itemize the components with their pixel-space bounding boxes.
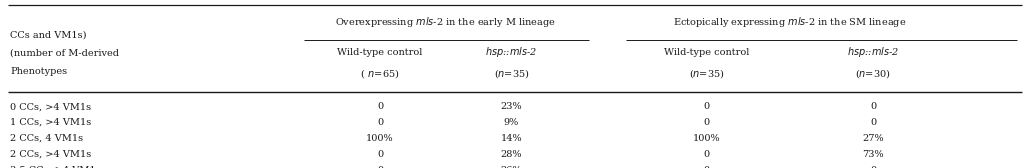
Text: 28%: 28% (501, 150, 522, 159)
Text: 0: 0 (703, 102, 710, 111)
Text: 100%: 100% (693, 134, 720, 143)
Text: 2 CCs, >4 VM1s: 2 CCs, >4 VM1s (10, 150, 91, 159)
Text: Wild-type control: Wild-type control (337, 48, 423, 57)
Text: 9%: 9% (504, 118, 519, 127)
Text: 0: 0 (870, 118, 876, 127)
Text: Wild-type control: Wild-type control (663, 48, 750, 57)
Text: (number of M-derived: (number of M-derived (10, 49, 119, 58)
Text: 14%: 14% (500, 134, 523, 143)
Text: 26%: 26% (501, 166, 522, 168)
Text: 0: 0 (377, 150, 383, 159)
Text: 0: 0 (377, 102, 383, 111)
Text: 0: 0 (703, 118, 710, 127)
Text: 23%: 23% (500, 102, 523, 111)
Text: 1 CCs, >4 VM1s: 1 CCs, >4 VM1s (10, 118, 91, 127)
Text: 0: 0 (870, 166, 876, 168)
Text: 0: 0 (703, 166, 710, 168)
Text: Overexpressing $mls$-2 in the early M lineage: Overexpressing $mls$-2 in the early M li… (336, 15, 556, 29)
Text: 3-5 CCs, ≥4 VM1s: 3-5 CCs, ≥4 VM1s (10, 166, 101, 168)
Text: $hsp$::$mls$-2: $hsp$::$mls$-2 (847, 45, 899, 59)
Text: ($n$=35): ($n$=35) (494, 67, 529, 80)
Text: CCs and VM1s): CCs and VM1s) (10, 30, 86, 39)
Text: 27%: 27% (862, 134, 884, 143)
Text: 73%: 73% (862, 150, 884, 159)
Text: 0: 0 (703, 150, 710, 159)
Text: $hsp$::$mls$-2: $hsp$::$mls$-2 (486, 45, 537, 59)
Text: Ectopically expressing $mls$-2 in the SM lineage: Ectopically expressing $mls$-2 in the SM… (673, 15, 907, 29)
Text: ($n$=30): ($n$=30) (855, 67, 890, 80)
Text: 0: 0 (870, 102, 876, 111)
Text: ($n$=35): ($n$=35) (689, 67, 724, 80)
Text: 2 CCs, 4 VM1s: 2 CCs, 4 VM1s (10, 134, 83, 143)
Text: 100%: 100% (367, 134, 393, 143)
Text: (  $n$=65): ( $n$=65) (360, 67, 400, 80)
Text: 0: 0 (377, 118, 383, 127)
Text: 0 CCs, >4 VM1s: 0 CCs, >4 VM1s (10, 102, 91, 111)
Text: 0: 0 (377, 166, 383, 168)
Text: Phenotypes: Phenotypes (10, 67, 68, 76)
